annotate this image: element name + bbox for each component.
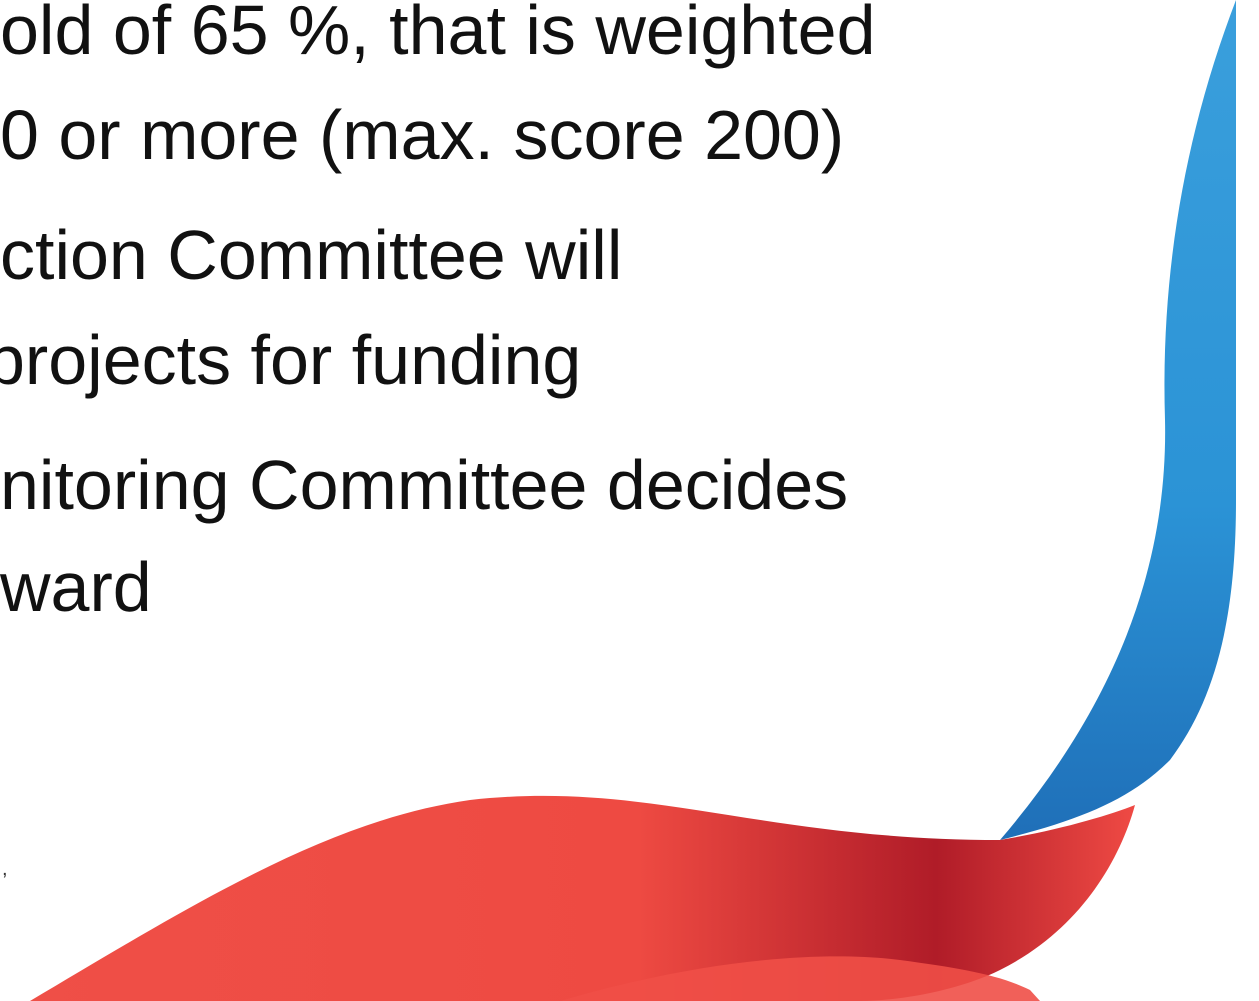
blue-ribbon [1000,0,1236,840]
bullet-text: projects for funding [0,321,582,399]
red-ribbon-lower [560,956,1040,1001]
footnote: , [2,858,8,880]
bullet-text: old of 65 %, that is weighted [0,0,876,69]
bullet-text: ction Committee will [0,216,623,294]
bullet-text: nitoring Committee decides [0,446,849,524]
red-ribbon [30,795,1135,1001]
bullet-text: 0 or more (max. score 200) [0,96,845,174]
bullet-text: ward [0,548,152,626]
